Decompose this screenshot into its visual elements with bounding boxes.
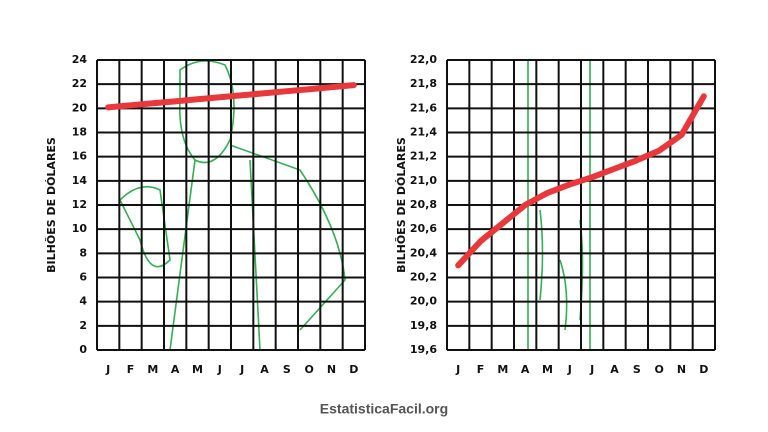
x-tick-label: M — [192, 363, 203, 376]
x-tick-label: N — [327, 363, 336, 376]
y-tick-label: 10 — [72, 222, 88, 235]
y-tick-label: 20,4 — [410, 246, 437, 259]
y-axis-label: BILHÕES DE DÓLARES — [45, 137, 58, 273]
x-tick-label: M — [147, 363, 158, 376]
y-tick-label: 6 — [79, 271, 87, 284]
x-tick-label: J — [567, 363, 572, 376]
footer: EstatisticaFacil.org — [320, 401, 448, 417]
y-tick-label: 4 — [79, 295, 87, 308]
y-tick-label: 18 — [72, 126, 87, 139]
line — [105, 82, 357, 111]
y-tick-label: 22,0 — [410, 53, 437, 66]
sketch-body — [119, 144, 346, 351]
x-tick-label: A — [171, 363, 180, 376]
x-tick-label: M — [497, 363, 508, 376]
y-tick-label: 19,8 — [410, 319, 437, 332]
x-tick-label: F — [127, 363, 135, 376]
x-tick-label: J — [589, 363, 594, 376]
y-tick-label: 19,6 — [410, 343, 437, 356]
y-tick-label: 21,0 — [410, 174, 437, 187]
x-tick-label: F — [477, 363, 485, 376]
y-tick-label: 21,4 — [410, 126, 437, 139]
x-tick-label: J — [239, 363, 244, 376]
x-tick-label: J — [455, 363, 460, 376]
y-axis-label: BILHÕES DE DÓLARES — [395, 137, 408, 273]
y-tick-label: 21,6 — [410, 101, 437, 114]
y-tick-label: 16 — [72, 150, 88, 163]
x-tick-label: A — [521, 363, 530, 376]
y-tick-label: 20,6 — [410, 222, 437, 235]
x-tick-label: A — [260, 363, 269, 376]
y-tick-label: 0 — [79, 343, 87, 356]
x-tick-label: N — [677, 363, 686, 376]
x-tick-label: J — [105, 363, 110, 376]
x-tick-label: M — [542, 363, 553, 376]
line — [455, 93, 707, 269]
y-tick-label: 2 — [79, 319, 87, 332]
x-tick-label: O — [304, 363, 313, 376]
y-tick-label: 12 — [72, 198, 87, 211]
x-tick-label: S — [633, 363, 641, 376]
y-tick-label: 8 — [79, 246, 87, 259]
x-tick-label: S — [283, 363, 291, 376]
y-tick-label: 20,8 — [410, 198, 437, 211]
x-tick-label: O — [654, 363, 663, 376]
y-tick-label: 14 — [72, 174, 88, 187]
y-tick-label: 22 — [72, 77, 87, 90]
y-tick-label: 20,0 — [410, 295, 437, 308]
x-tick-label: J — [217, 363, 222, 376]
y-tick-label: 24 — [72, 53, 88, 66]
y-tick-label: 21,2 — [410, 150, 437, 163]
x-tick-label: D — [349, 363, 358, 376]
y-tick-label: 21,8 — [410, 77, 437, 90]
x-tick-label: D — [699, 363, 708, 376]
sketch-head — [178, 60, 235, 164]
y-tick-label: 20 — [72, 101, 88, 114]
x-tick-label: A — [610, 363, 619, 376]
y-tick-label: 20,2 — [410, 271, 437, 284]
